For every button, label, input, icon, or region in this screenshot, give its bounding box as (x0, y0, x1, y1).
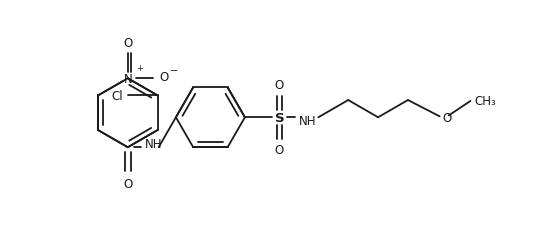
Text: Cl: Cl (112, 90, 123, 103)
Text: CH₃: CH₃ (474, 94, 496, 107)
Text: O: O (275, 143, 284, 156)
Text: S: S (274, 111, 284, 124)
Text: O: O (159, 71, 168, 84)
Text: O: O (123, 37, 133, 50)
Text: O: O (275, 79, 284, 92)
Text: −: − (170, 66, 178, 76)
Text: NH: NH (145, 137, 163, 150)
Text: NH: NH (299, 115, 317, 128)
Text: O: O (123, 177, 133, 190)
Text: O: O (442, 111, 452, 124)
Text: N: N (124, 73, 132, 85)
Text: +: + (136, 64, 143, 73)
